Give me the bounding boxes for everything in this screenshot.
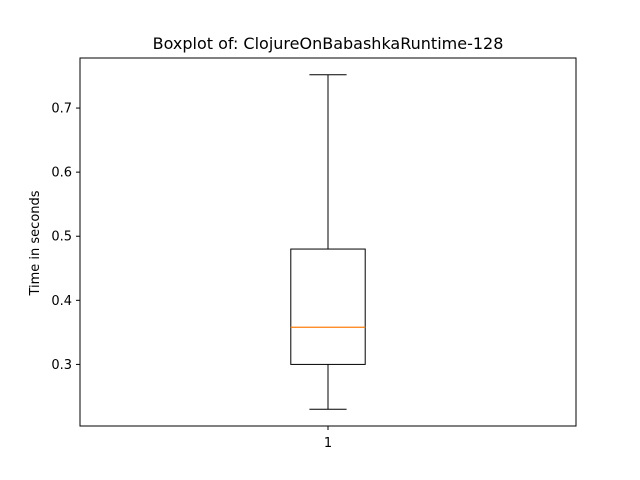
y-tick-label: 0.3 bbox=[51, 358, 72, 373]
y-tick-label: 0.4 bbox=[51, 294, 72, 309]
y-tick-label: 0.5 bbox=[51, 230, 72, 245]
x-tick-label: 1 bbox=[324, 436, 332, 451]
box-iqr bbox=[290, 248, 366, 365]
plot-frame bbox=[79, 57, 577, 427]
plot-area: 0.3 0.4 0.5 0.6 0.7 1 bbox=[51, 57, 577, 451]
chart-title: Boxplot of: ClojureOnBabashkaRuntime-128 bbox=[153, 34, 504, 53]
y-axis-label: Time in seconds bbox=[28, 190, 43, 296]
y-tick-label: 0.6 bbox=[51, 166, 72, 181]
y-tick-label: 0.7 bbox=[51, 102, 72, 117]
